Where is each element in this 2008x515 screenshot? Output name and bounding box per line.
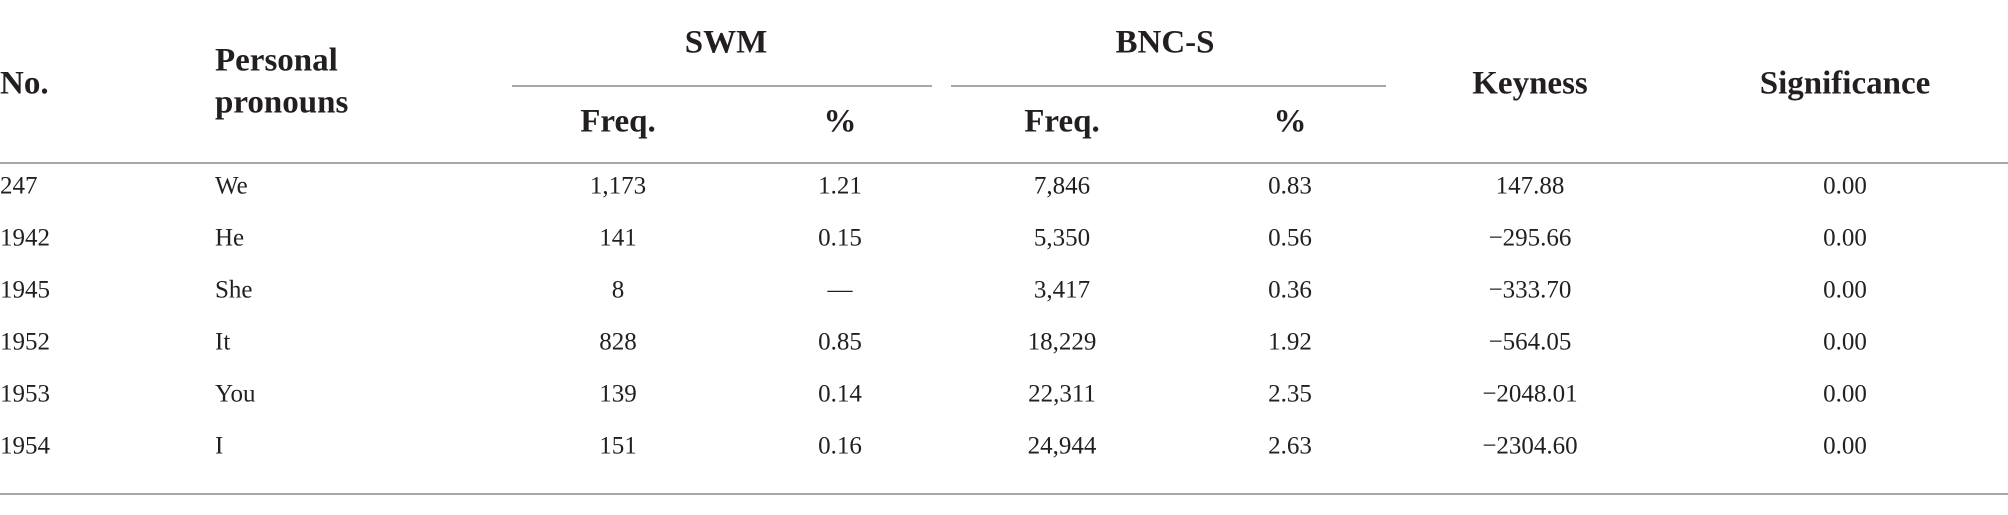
- cell: 1942: [0, 225, 50, 252]
- cell: 0.16: [818, 433, 862, 460]
- cell: 0.00: [1823, 329, 1867, 356]
- cell: You: [215, 381, 256, 408]
- cell: —: [827, 277, 854, 304]
- cell: 147.88: [1496, 173, 1565, 200]
- cell: 8: [612, 277, 625, 304]
- cell: It: [215, 329, 230, 356]
- header-freq: Freq.: [580, 104, 655, 140]
- cell: 0.36: [1268, 277, 1312, 304]
- cell: 24,944: [1028, 433, 1097, 460]
- cell: 7,846: [1034, 173, 1090, 200]
- cell: 0.56: [1268, 225, 1312, 252]
- header-keyness: Keyness: [1472, 66, 1588, 102]
- cell: 0.00: [1823, 433, 1867, 460]
- cell: He: [215, 225, 244, 252]
- header-pct: %: [1274, 104, 1307, 140]
- header-swm: SWM: [685, 25, 768, 61]
- cell: 2.63: [1268, 433, 1312, 460]
- cell: 1,173: [590, 173, 646, 200]
- cell: 1.92: [1268, 329, 1312, 356]
- cell: −564.05: [1489, 329, 1572, 356]
- cell: 247: [0, 173, 38, 200]
- cell: 139: [599, 381, 637, 408]
- header-pronouns: Personal: [215, 43, 338, 79]
- cell: 141: [599, 225, 637, 252]
- cell: 1.21: [818, 173, 862, 200]
- cell: 0.00: [1823, 381, 1867, 408]
- cell: 1954: [0, 433, 51, 460]
- header-pct: %: [824, 104, 857, 140]
- cell: She: [215, 277, 253, 304]
- cell: −2048.01: [1482, 381, 1577, 408]
- cell: 1953: [0, 381, 50, 408]
- cell: 151: [599, 433, 637, 460]
- header-significance: Significance: [1760, 66, 1931, 102]
- cell: −295.66: [1489, 225, 1572, 252]
- cell: I: [215, 433, 223, 460]
- header-no: No.: [0, 66, 49, 102]
- cell: 0.85: [818, 329, 862, 356]
- header-freq: Freq.: [1024, 104, 1099, 140]
- cell: 0.00: [1823, 225, 1867, 252]
- cell: 1952: [0, 329, 50, 356]
- cell: 18,229: [1028, 329, 1097, 356]
- header-pronouns: pronouns: [215, 85, 348, 121]
- header-bnc: BNC-S: [1115, 25, 1214, 61]
- cell: 0.14: [818, 381, 862, 408]
- cell: 3,417: [1034, 277, 1090, 304]
- cell: We: [215, 173, 248, 200]
- cell: 0.15: [818, 225, 862, 252]
- cell: 0.00: [1823, 277, 1867, 304]
- cell: −333.70: [1489, 277, 1572, 304]
- cell: 5,350: [1034, 225, 1090, 252]
- cell: 828: [599, 329, 637, 356]
- cell: 0.00: [1823, 173, 1867, 200]
- cell: −2304.60: [1482, 433, 1577, 460]
- cell: 1945: [0, 277, 50, 304]
- cell: 0.83: [1268, 173, 1312, 200]
- cell: 22,311: [1028, 381, 1096, 408]
- cell: 2.35: [1268, 381, 1312, 408]
